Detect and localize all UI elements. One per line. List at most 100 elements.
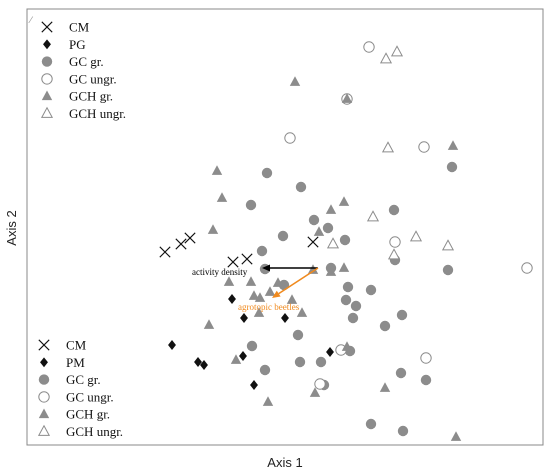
point-gc-gr (322, 222, 334, 234)
legend-bottom: CM PM GC gr. GC ungr. GCH gr. GCH ungr. (37, 338, 123, 439)
agrotopic-beetles-arrowhead (272, 290, 281, 298)
point-pg (239, 351, 247, 361)
point-gc-gr (339, 234, 351, 246)
point-pg (228, 294, 236, 304)
corner-mark: ⁄ (28, 16, 34, 26)
point-gc-gr (342, 281, 354, 293)
point-gc-ungr (314, 378, 326, 390)
point-pg (240, 313, 248, 323)
point-gch-gr (223, 276, 235, 286)
point-gch-ungr (381, 141, 395, 153)
point-gc-gr (442, 264, 454, 276)
point-gc-gr (396, 309, 408, 321)
point-gc-gr (365, 418, 377, 430)
point-gch-gr (262, 396, 274, 406)
point-gc-gr (256, 245, 268, 257)
point-gch-gr (289, 76, 301, 86)
point-gch-ungr (326, 237, 340, 249)
legend-top-marker-0 (41, 21, 53, 33)
point-gc-gr (315, 356, 327, 368)
point-gc-ungr (363, 41, 375, 53)
point-gc-gr (295, 181, 307, 193)
point-gch-gr (272, 277, 284, 287)
point-pg (281, 313, 289, 323)
point-gc-ungr (284, 132, 296, 144)
point-gc-gr (347, 312, 359, 324)
point-gch-gr (341, 341, 353, 351)
plot-area-frame (26, 8, 544, 446)
point-gch-ungr (379, 52, 393, 64)
point-pg (250, 380, 258, 390)
activity-density-label: activity density (192, 267, 248, 277)
point-gch-gr (230, 354, 242, 364)
point-gc-gr (294, 356, 306, 368)
point-pg (194, 357, 202, 367)
legend-top-marker-1 (43, 39, 51, 50)
point-gch-gr (253, 307, 265, 317)
legend-bottom-label-2: GC gr. (66, 372, 101, 387)
point-gch-gr (296, 307, 308, 317)
point-cm (184, 232, 196, 244)
legend-bottom-marker-4 (38, 408, 50, 419)
legend-bottom-marker-3 (38, 391, 50, 403)
legend-bottom-marker-2 (38, 374, 50, 385)
point-gc-gr (246, 340, 258, 352)
point-gch-gr (254, 292, 266, 302)
data-points (159, 41, 533, 441)
point-pg (200, 360, 208, 370)
point-gch-gr (325, 204, 337, 214)
point-gch-gr (447, 140, 459, 150)
point-gch-gr (450, 431, 462, 441)
point-gch-gr (211, 165, 223, 175)
activity-density-arrowhead (262, 264, 270, 272)
loading-arrows: activity density agrotopic beetles (192, 264, 319, 312)
point-gch-gr (286, 294, 298, 304)
legend-top-label-0: CM (69, 20, 90, 35)
point-cm (241, 253, 253, 265)
point-gch-gr (338, 196, 350, 206)
legend-top-marker-4 (41, 90, 53, 101)
y-axis-title: Axis 2 (4, 210, 19, 245)
point-gch-gr (203, 319, 215, 329)
x-axis-title: Axis 1 (267, 455, 302, 470)
point-gc-gr (261, 167, 273, 179)
legend-top-label-2: GC gr. (69, 54, 104, 69)
legend-top-label-4: GCH gr. (69, 89, 113, 104)
legend-bottom-label-5: GCH ungr. (66, 424, 123, 439)
point-gc-gr (379, 320, 391, 332)
point-gc-gr (245, 199, 257, 211)
legend-bottom-marker-5 (37, 424, 51, 436)
legend-bottom-label-4: GCH gr. (66, 407, 110, 422)
legend-top-label-5: GCH ungr. (69, 106, 126, 121)
point-gc-gr (446, 161, 458, 173)
point-gch-gr (338, 262, 350, 272)
legend-top: CM PG GC gr. GC ungr. GCH gr. GCH ungr. (40, 20, 126, 121)
legend-top-marker-3 (41, 73, 53, 85)
legend-bottom-label-1: PM (66, 355, 85, 370)
point-gch-ungr (409, 230, 423, 242)
point-gch-gr (207, 224, 219, 234)
legend-bottom-label-0: CM (66, 338, 87, 353)
agrotopic-beetles-label: agrotopic beetles (238, 302, 300, 312)
point-gc-gr (292, 329, 304, 341)
point-gc-gr (277, 230, 289, 242)
point-gch-gr (248, 290, 260, 300)
legend-bottom-marker-0 (38, 339, 50, 351)
point-cm (307, 236, 319, 248)
point-gch-gr (325, 266, 337, 276)
point-gch-gr (341, 93, 353, 103)
legend-top-label-3: GC ungr. (69, 71, 117, 86)
agrotopic-beetles-arrow (278, 267, 319, 295)
point-cm (227, 256, 239, 268)
point-pg (168, 340, 176, 350)
legend-top-marker-5 (40, 106, 54, 118)
point-gc-gr (395, 367, 407, 379)
legend-top-label-1: PG (69, 37, 86, 52)
point-gc-gr (350, 300, 362, 312)
point-gch-ungr (390, 45, 404, 57)
legend-bottom-label-3: GC ungr. (66, 389, 114, 404)
legend-top-marker-2 (41, 56, 53, 67)
point-gc-ungr (389, 236, 401, 248)
point-gch-ungr (441, 239, 455, 251)
